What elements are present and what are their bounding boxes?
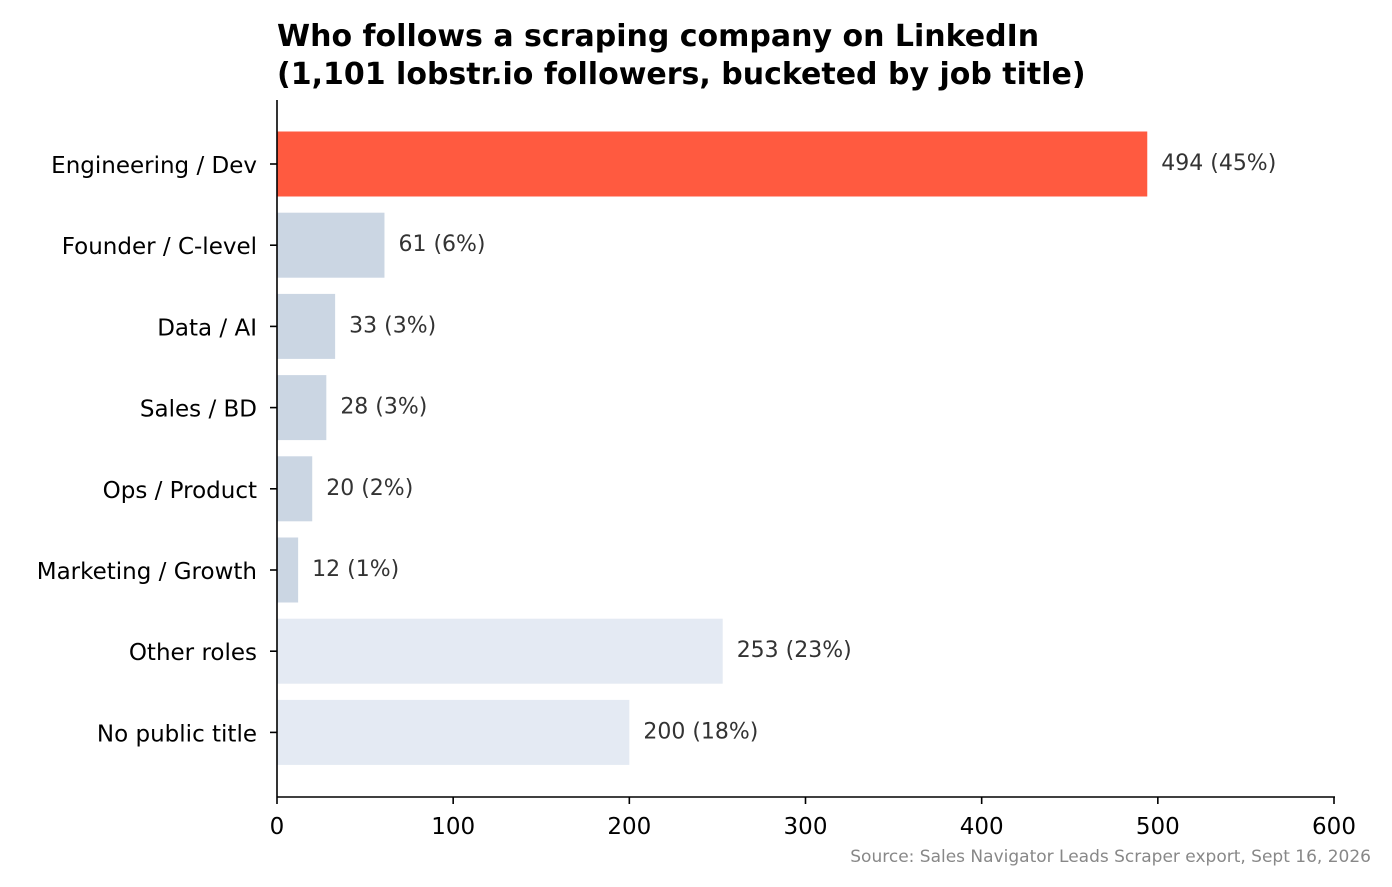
- x-tick-label-300: 300: [784, 814, 828, 840]
- bar-engineering-dev: [277, 131, 1148, 197]
- value-labels: 494 (45%) 61 (6%) 33 (3%) 28 (3%) 20 (2%) 12 …: [312, 151, 1276, 744]
- value-label-engineering-dev: 494 (45%): [1161, 151, 1276, 176]
- source-note: Source: Sales Navigator Leads Scraper ex…: [850, 847, 1371, 867]
- category-label-data-ai: Data / AI: [157, 315, 257, 341]
- value-label-data-ai: 33 (3%): [349, 313, 436, 338]
- x-tick-label-500: 500: [1136, 814, 1180, 840]
- x-tick-label-600: 600: [1312, 814, 1356, 840]
- bar-founder-c-level: [277, 212, 385, 278]
- value-label-marketing-growth: 12 (1%): [312, 557, 399, 582]
- x-tick-label-100: 100: [431, 814, 475, 840]
- category-label-marketing-growth: Marketing / Growth: [37, 559, 257, 585]
- bar-marketing-growth: [277, 537, 299, 603]
- axes: [276, 100, 1335, 798]
- value-label-sales-bd: 28 (3%): [340, 395, 427, 420]
- x-tick-label-200: 200: [607, 814, 651, 840]
- chart-title-line-2: (1,101 lobstr.io followers, bucketed by …: [277, 57, 1086, 92]
- value-label-other-roles: 253 (23%): [737, 638, 852, 663]
- value-label-no-public-title: 200 (18%): [643, 719, 758, 744]
- category-label-sales-bd: Sales / BD: [140, 397, 257, 423]
- category-label-other-roles: Other roles: [129, 640, 257, 666]
- bars: [277, 131, 1148, 765]
- bar-no-public-title: [277, 699, 630, 765]
- category-label-founder-c-level: Founder / C-level: [62, 234, 257, 260]
- bar-data-ai: [277, 293, 336, 359]
- category-label-no-public-title: No public title: [97, 721, 257, 747]
- x-ticks: 0 100 200 300 400 500 600: [270, 797, 1356, 840]
- chart-title-line-1: Who follows a scraping company on Linked…: [277, 19, 1039, 54]
- chart-title: Who follows a scraping company on Linked…: [277, 19, 1086, 92]
- bar-sales-bd: [277, 375, 327, 441]
- x-tick-label-400: 400: [960, 814, 1004, 840]
- category-labels: Engineering / Dev Founder / C-level Data /…: [37, 153, 277, 747]
- value-label-ops-product: 20 (2%): [326, 476, 413, 501]
- x-tick-label-0: 0: [270, 814, 285, 840]
- bar-other-roles: [277, 618, 723, 684]
- value-label-founder-c-level: 61 (6%): [398, 232, 485, 257]
- bar-ops-product: [277, 456, 313, 522]
- category-label-ops-product: Ops / Product: [103, 478, 257, 504]
- category-label-engineering-dev: Engineering / Dev: [51, 153, 257, 179]
